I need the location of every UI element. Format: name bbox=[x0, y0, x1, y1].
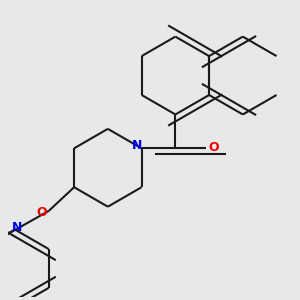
Text: N: N bbox=[12, 221, 22, 234]
Text: O: O bbox=[208, 141, 219, 154]
Text: N: N bbox=[132, 140, 143, 152]
Text: O: O bbox=[37, 206, 47, 219]
